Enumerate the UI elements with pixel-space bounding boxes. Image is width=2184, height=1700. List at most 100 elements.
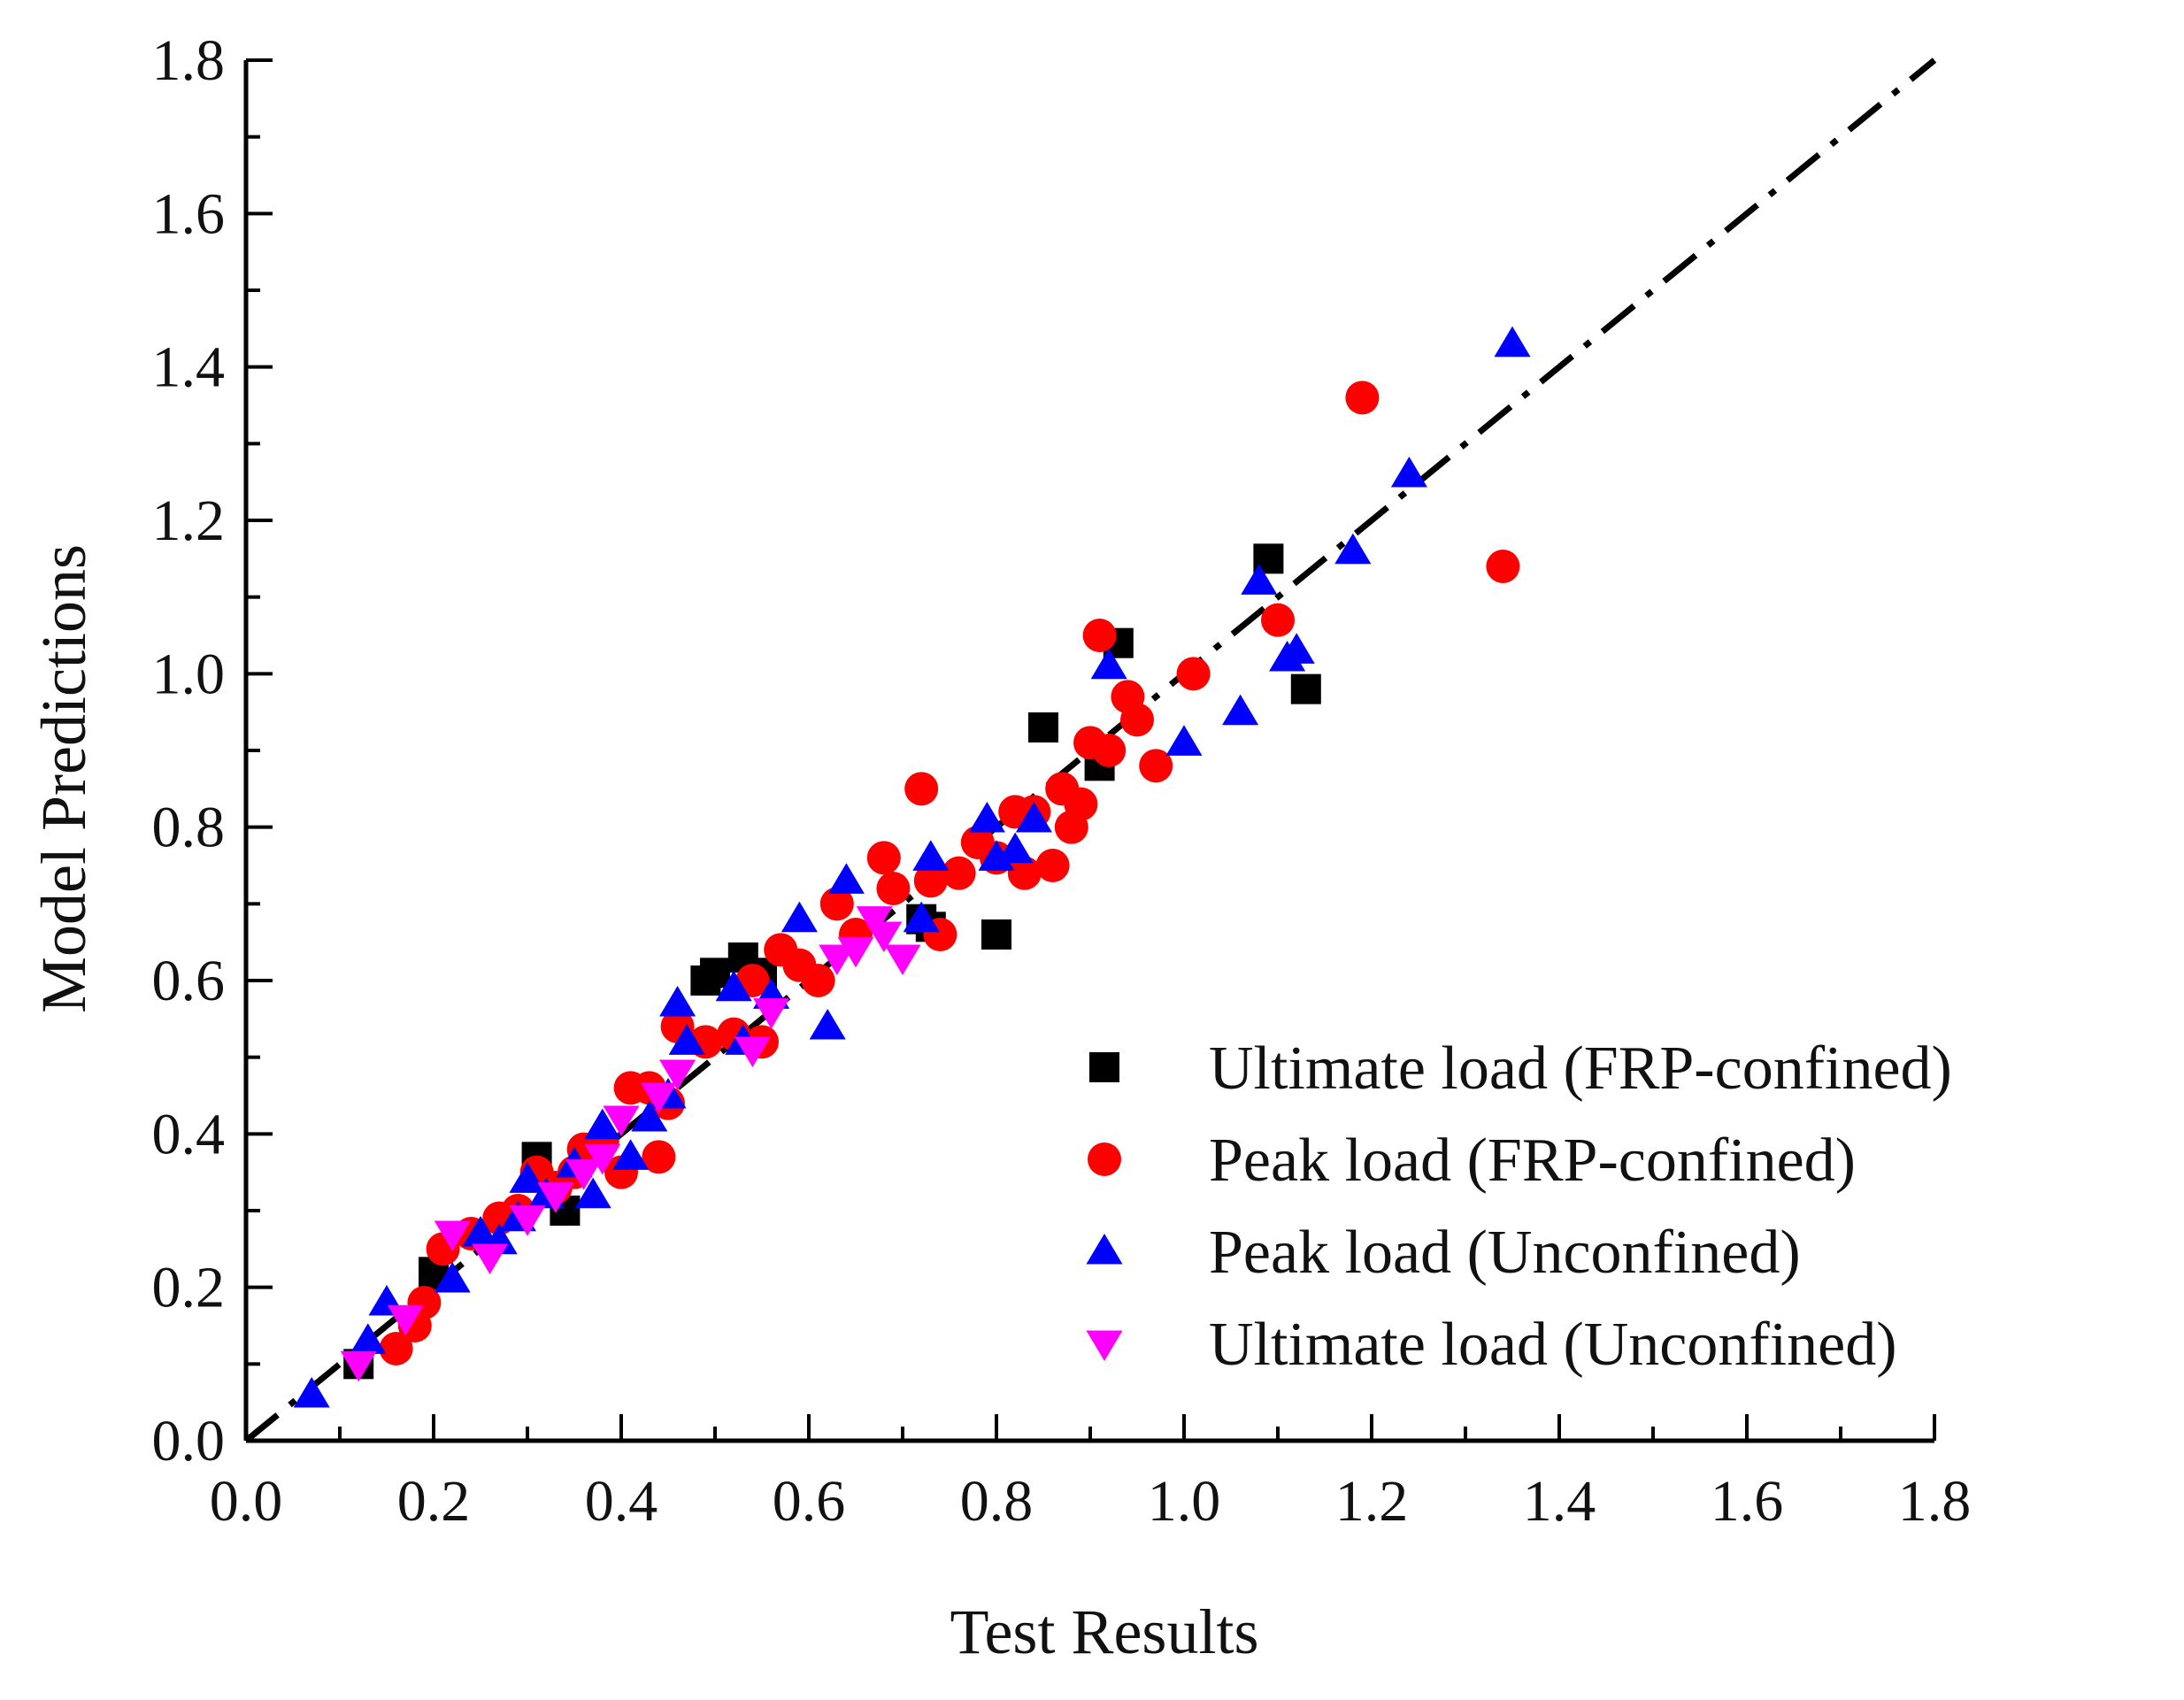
data-point-circle — [1345, 381, 1380, 415]
data-point-triangle-up — [659, 985, 696, 1017]
data-point-triangle-up — [1334, 533, 1372, 565]
data-point-circle — [819, 887, 854, 921]
legend-label: Ultimate load (Unconfined) — [1209, 1311, 1897, 1379]
data-point-triangle-up — [668, 1024, 705, 1055]
data-point-triangle-up — [1015, 801, 1052, 833]
data-point-triangle-up — [1222, 694, 1259, 726]
data-point-triangle-up — [434, 1261, 471, 1293]
data-point-circle — [1139, 749, 1173, 783]
data-point-triangle-up — [968, 801, 1005, 833]
data-point-triangle-up — [293, 1376, 330, 1408]
data-point-triangle-up — [715, 970, 752, 1002]
data-point-circle — [1120, 703, 1154, 737]
data-point-triangle-down — [340, 1350, 377, 1382]
y-tick-label: 0.4 — [152, 1102, 226, 1166]
data-point-triangle-down — [472, 1243, 509, 1275]
data-point-circle — [1092, 734, 1127, 767]
y-tick-label: 0.0 — [152, 1409, 226, 1473]
data-point-triangle-down — [837, 936, 874, 968]
data-point-circle — [942, 856, 976, 890]
data-point-triangle-up — [827, 863, 865, 894]
data-point-triangle-down — [734, 1036, 771, 1068]
data-point-triangle-down — [434, 1220, 471, 1252]
data-point-square — [1290, 673, 1321, 704]
y-tick-label: 1.0 — [152, 642, 226, 706]
data-point-triangle-up — [1494, 326, 1531, 358]
data-point-triangle-down — [659, 1059, 696, 1091]
x-tick-label: 0.4 — [585, 1469, 658, 1534]
y-tick-label: 1.6 — [152, 181, 226, 246]
data-point-circle — [379, 1332, 413, 1365]
x-tick-label: 1.6 — [1711, 1469, 1784, 1534]
data-point-circle — [1486, 550, 1520, 583]
data-point-circle — [801, 964, 835, 997]
legend-label: Ultimate load (FRP-confined) — [1209, 1035, 1952, 1103]
data-point-triangle-up — [509, 1162, 546, 1193]
legend-label: Peak load (FRP-confined) — [1209, 1127, 1856, 1195]
x-tick-label: 0.8 — [960, 1469, 1034, 1534]
data-point-triangle-down — [603, 1105, 640, 1137]
data-point-triangle-up — [978, 840, 1015, 871]
data-point-triangle-up — [1241, 564, 1278, 595]
data-point-triangle-up — [996, 832, 1034, 864]
data-point-triangle-down — [753, 998, 790, 1029]
y-tick-label: 1.4 — [152, 335, 226, 400]
x-tick-label: 1.4 — [1523, 1469, 1596, 1534]
data-point-circle — [1176, 657, 1211, 691]
x-tick-label: 0.6 — [773, 1469, 846, 1534]
data-point-triangle-up — [781, 901, 818, 933]
x-tick-label: 1.0 — [1148, 1469, 1221, 1534]
data-point-triangle-up — [350, 1323, 387, 1354]
data-point-circle — [642, 1140, 676, 1174]
data-point-circle — [1064, 787, 1098, 821]
legend-label: Peak load (Unconfined) — [1209, 1219, 1801, 1287]
y-axis-title: Model Predictions — [28, 544, 99, 1013]
data-point-triangle-down — [856, 906, 893, 937]
data-point-triangle-down — [565, 1159, 603, 1190]
data-point-circle — [913, 864, 948, 898]
data-point-triangle-up — [612, 1139, 650, 1170]
data-point-square — [700, 958, 730, 988]
data-point-circle — [876, 872, 911, 905]
data-point-triangle-up — [912, 840, 950, 871]
data-point-circle — [1035, 849, 1070, 882]
data-point-triangle-down — [387, 1304, 424, 1336]
data-point-triangle-down — [640, 1082, 677, 1114]
data-point-triangle-up — [462, 1215, 499, 1247]
data-point-triangle-down — [537, 1182, 574, 1213]
data-point-triangle-down — [584, 1143, 621, 1175]
data-point-triangle-up — [1390, 456, 1427, 488]
data-point-square — [981, 919, 1011, 950]
data-point-triangle-up — [1165, 725, 1203, 756]
data-point-triangle-down — [819, 944, 856, 976]
y-tick-label: 1.2 — [152, 488, 226, 553]
legend-marker — [1089, 1052, 1119, 1082]
data-point-triangle-up — [584, 1108, 621, 1140]
x-tick-label: 1.2 — [1335, 1469, 1409, 1534]
data-point-triangle-up — [1090, 648, 1127, 680]
data-point-triangle-up — [903, 901, 940, 933]
x-axis-title: Test Results — [950, 1596, 1259, 1667]
x-tick-label: 1.8 — [1898, 1469, 1972, 1534]
data-point-triangle-up — [1278, 633, 1315, 664]
data-point-circle — [1082, 619, 1117, 652]
data-point-circle — [1261, 603, 1295, 637]
legend-marker — [1088, 1142, 1121, 1176]
legend-marker — [1086, 1233, 1123, 1265]
x-tick-label: 0.0 — [210, 1469, 283, 1534]
x-tick-label: 0.2 — [397, 1469, 471, 1534]
y-tick-label: 0.8 — [152, 796, 226, 860]
data-points — [293, 326, 1531, 1408]
data-point-triangle-down — [865, 921, 903, 953]
data-point-circle — [866, 841, 901, 875]
y-tick-label: 0.2 — [152, 1256, 226, 1320]
data-point-triangle-up — [631, 1100, 668, 1132]
y-tick-label: 1.8 — [152, 28, 226, 93]
data-point-triangle-down — [884, 944, 921, 976]
data-point-square — [1028, 712, 1058, 742]
axes: 0.0 0.2 0.4 0.6 0.8 1.0 1.2 1.4 1.6 1.8 0.0 0.2 0.4 0… — [152, 28, 1972, 1534]
legend-marker — [1086, 1330, 1123, 1362]
y-tick-label: 0.6 — [152, 949, 226, 1013]
